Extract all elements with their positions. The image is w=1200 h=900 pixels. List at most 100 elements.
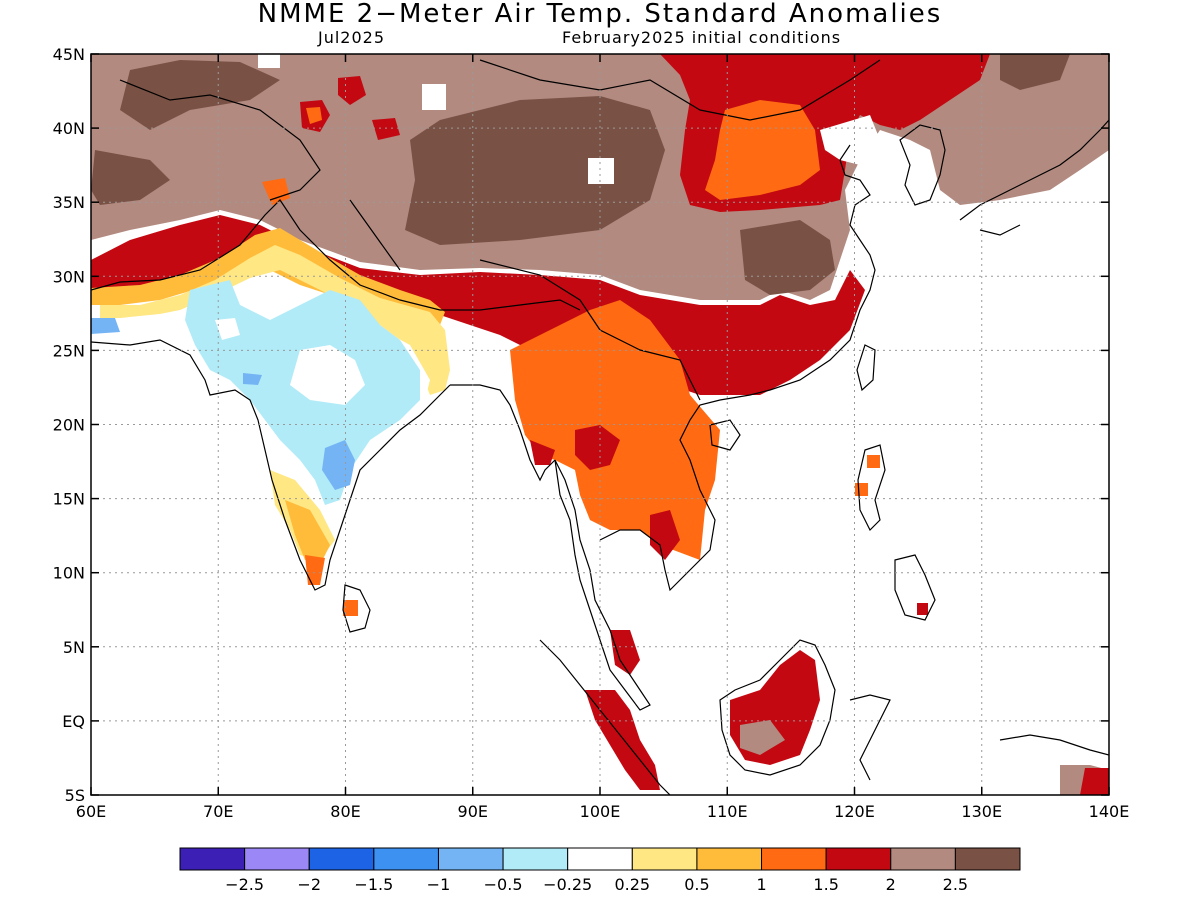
map-title: NMME 2−Meter Air Temp. Standard Anomalie… (257, 0, 943, 29)
anomaly-warm-philippines-luzon (855, 483, 868, 496)
coastline-korea (899, 124, 946, 206)
coastline-taiwan (856, 344, 876, 392)
coastline-malay-peninsula (554, 459, 651, 711)
legend-label: 1 (756, 875, 766, 894)
legend-label: 0.5 (684, 875, 709, 894)
legend-label: −1.5 (354, 875, 393, 894)
coastline-indochina (599, 144, 876, 592)
lat-tick-label: 5S (65, 786, 85, 805)
anomaly-red-new-guinea (1080, 768, 1109, 795)
anomaly-hotspot-kashmir (262, 178, 290, 205)
legend-swatch (696, 847, 763, 871)
legend-swatch (631, 847, 698, 871)
lat-tick-label: 45N (53, 45, 85, 64)
target-month: Jul2025 (318, 28, 386, 47)
legend-label: 1.5 (813, 875, 838, 894)
legend-labels: −2.5 −2 −1.5 −1 −0.5 −0.25 0.25 0.5 1 1.5 2 2.5 (225, 875, 968, 894)
anomaly-core-west (91, 150, 170, 205)
anomaly-warm-philippines-north (867, 455, 880, 468)
lon-tick-label: 120E (834, 802, 875, 821)
anomaly-cooler-west-india (243, 373, 262, 385)
legend-swatch (308, 847, 375, 871)
anomaly-red-mindanao (917, 603, 928, 615)
legend-swatch (437, 847, 504, 871)
anomaly-fills (91, 54, 1109, 795)
legend-label: −2.5 (225, 875, 264, 894)
coastline-japan (959, 119, 1109, 236)
coastline-bay-of-bengal (450, 384, 556, 482)
anomaly-red-cambodia (650, 510, 680, 560)
anomaly-neutral-central-india (290, 345, 365, 405)
coastline-new-guinea (999, 734, 1109, 756)
border-himalaya-north (91, 199, 581, 311)
coastline-sumatra (539, 639, 671, 795)
anomaly-neutral-west-india (215, 318, 240, 340)
lon-tick-label: 100E (580, 802, 621, 821)
lat-tick-label: 20N (53, 416, 85, 435)
legend-label: −2 (297, 875, 321, 894)
legend-swatch (954, 847, 1021, 871)
anomaly-hotspot-central-asia-3 (372, 118, 400, 140)
legend-label: −0.5 (484, 875, 523, 894)
coastline-luzon (857, 444, 886, 532)
lat-tick-label: 40N (53, 119, 85, 138)
legend-swatch (825, 847, 892, 871)
coastline-hainan (709, 419, 741, 451)
lon-tick-label: 90E (458, 802, 488, 821)
anomaly-warm-sri-lanka (343, 600, 358, 616)
anomaly-mild-himalaya-foothills (100, 245, 450, 395)
lon-tick-label: 110E (707, 802, 748, 821)
legend-swatch (373, 847, 439, 871)
legend-label: 2.5 (943, 875, 968, 894)
lat-tick-label: 25N (53, 341, 85, 360)
lat-tick-label: 5N (63, 638, 85, 657)
anomaly-red-laos (575, 425, 620, 470)
legend-swatch (890, 847, 956, 871)
missing-data-korea-coast (820, 115, 880, 165)
anomaly-cooler-east-india (322, 440, 355, 490)
coastline-sulawesi (849, 694, 891, 781)
legend-label: 0.25 (614, 875, 650, 894)
lat-tick-label: 15N (53, 490, 85, 509)
lat-tick-label: 10N (53, 564, 85, 583)
lon-tick-label: 130E (961, 802, 1002, 821)
anomaly-red-myanmar (530, 440, 555, 465)
legend-label: −1 (427, 875, 451, 894)
initial-conditions: February2025 initial conditions (562, 28, 842, 47)
missing-data-1 (258, 54, 280, 68)
missing-data-2 (422, 84, 446, 110)
anomaly-core-north (120, 60, 280, 130)
legend-swatch (244, 847, 310, 871)
lat-tick-label: 30N (53, 267, 85, 286)
anomaly-hotspot-central-asia-1-core (306, 107, 322, 124)
anomaly-core-corner (1000, 54, 1070, 90)
coastline-sri-lanka (342, 584, 371, 633)
anomaly-orange-north-china (705, 100, 820, 200)
anomaly-warmer-south-india (285, 500, 330, 565)
legend-colorbar (179, 847, 1021, 871)
anomaly-cooler-northwest (91, 318, 120, 334)
coastlines (91, 59, 1109, 795)
anomaly-high-borneo (740, 720, 785, 755)
lon-tick-label: 80E (330, 802, 360, 821)
border-china-north (479, 59, 881, 121)
lon-tick-label: 140E (1089, 802, 1130, 821)
missing-data-3 (588, 158, 614, 184)
lon-tick-label: 60E (76, 802, 106, 821)
axis-tick-labels: 60E 70E 80E 90E 100E 110E 120E 130E 140E 45N 40N 35… (53, 45, 1130, 821)
legend-swatch (761, 847, 827, 871)
anomaly-orange-se-asia (510, 300, 720, 560)
legend-label: 2 (886, 875, 896, 894)
anomaly-warmest-south-india (305, 555, 325, 585)
coastline-borneo (719, 639, 836, 776)
legend-label: −0.25 (543, 875, 592, 894)
axis-ticks (90, 53, 1110, 796)
lon-tick-label: 70E (203, 802, 233, 821)
legend-swatch (502, 847, 569, 871)
lat-tick-label: 35N (53, 193, 85, 212)
legend-swatch (567, 847, 633, 871)
lat-tick-label: EQ (62, 712, 85, 731)
coastline-india (91, 339, 451, 591)
coastline-mindanao (894, 554, 936, 621)
